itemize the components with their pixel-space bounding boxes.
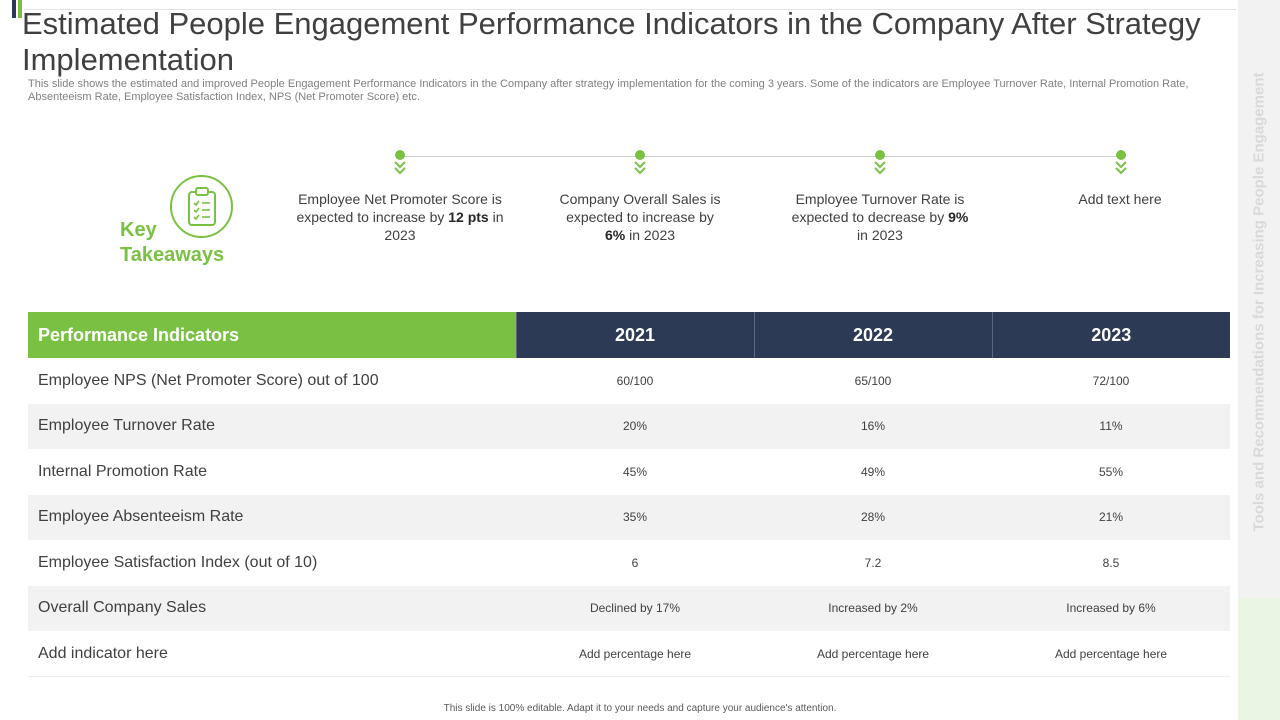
value-2022: 28%: [754, 494, 992, 540]
value-2022: Add percentage here: [754, 631, 992, 677]
indicator-name: Employee NPS (Net Promoter Score) out of…: [38, 371, 379, 389]
timeline-dot: [395, 150, 405, 160]
takeaway-text: in 2023: [625, 227, 676, 243]
table-row: Employee NPS (Net Promoter Score) out of…: [28, 358, 1230, 404]
table-header-row: Performance Indicators 2021 2022 2023: [28, 312, 1230, 358]
table-row: Employee Absenteeism Rate 35% 28% 21%: [28, 494, 1230, 540]
timeline-marker: [873, 150, 887, 178]
timeline-dot: [635, 150, 645, 160]
takeaway-sales: Company Overall Sales is expected to inc…: [530, 190, 750, 244]
indicator-name: Overall Company Sales: [28, 585, 516, 631]
indicator-name: Add indicator here: [28, 631, 516, 677]
takeaway-text: Add text here: [1078, 191, 1162, 207]
takeaway-nps: Employee Net Promoter Score is expected …: [290, 190, 510, 244]
takeaway-text: Company Overall Sales is expected to inc…: [559, 191, 721, 225]
value-2023: 11%: [992, 403, 1230, 449]
value-2021: 20%: [516, 403, 754, 449]
takeaway-highlight: pts: [467, 209, 489, 225]
indicator-name: Internal Promotion Rate: [38, 462, 207, 480]
timeline-marker: [393, 150, 407, 178]
value-2023: 55%: [1098, 464, 1124, 479]
value-2021: Add percentage here: [516, 631, 754, 677]
side-panel-label: Tools and Recommendations for Increasing…: [1250, 72, 1268, 532]
timeline-marker: [1114, 150, 1128, 178]
takeaway-highlight: 6%: [604, 227, 626, 243]
page-title: Estimated People Engagement Performance …: [22, 6, 1201, 77]
value-2021: 35%: [516, 494, 754, 540]
takeaway-text: in 2023: [384, 209, 504, 243]
table-row: Internal Promotion Rate 45% 49% 55%: [28, 449, 1230, 495]
header-indicators: Performance Indicators: [28, 312, 516, 358]
value-2021: 45%: [622, 464, 648, 479]
header-2023: 2023: [991, 312, 1230, 358]
table-row: Employee Satisfaction Index (out of 10) …: [28, 540, 1230, 586]
header-2022: 2022: [753, 312, 992, 358]
accent-bar-navy: [12, 0, 16, 18]
footer-note: This slide is 100% editable. Adapt it to…: [443, 703, 837, 714]
takeaway-text: Employee Net Promoter Score is expected …: [296, 191, 502, 225]
value-2023: 72/100: [1092, 373, 1130, 388]
side-panel-highlight: [1238, 598, 1280, 720]
timeline-dot: [1116, 150, 1126, 160]
value-2021: 6: [631, 555, 639, 570]
page-subtitle: This slide shows the estimated and impro…: [28, 78, 1189, 103]
key-takeaways-label-line2: Takeaways: [120, 244, 225, 266]
performance-table: Performance Indicators 2021 2022 2023 Em…: [28, 312, 1230, 677]
value-2022: 65/100: [854, 373, 892, 388]
value-2023: 8.5: [1102, 555, 1120, 570]
timeline-dot: [875, 150, 885, 160]
table-row: Add indicator here Add percentage here A…: [28, 631, 1230, 677]
key-takeaways-label-line1: Key: [120, 219, 157, 241]
indicator-name: Employee Absenteeism Rate: [28, 494, 516, 540]
header-2021: 2021: [515, 312, 754, 358]
takeaway-highlight: 12: [448, 209, 464, 225]
value-2021: Declined by 17%: [516, 585, 754, 631]
clipboard-checklist-icon: [188, 187, 216, 226]
value-2022: 16%: [754, 403, 992, 449]
value-2022: 49%: [860, 464, 886, 479]
takeaway-placeholder: Add text here: [1010, 190, 1230, 208]
takeaway-text: in 2023: [857, 227, 903, 243]
value-2021: 60/100: [616, 373, 654, 388]
table-row: Overall Company Sales Declined by 17% In…: [28, 585, 1230, 631]
timeline-marker: [633, 150, 647, 178]
key-takeaways-badge: [170, 175, 233, 238]
indicator-name: Employee Satisfaction Index (out of 10): [38, 553, 318, 571]
value-2023: Add percentage here: [992, 631, 1230, 677]
timeline-line: [400, 156, 1122, 157]
double-chevron-down-icon: [634, 161, 646, 175]
double-chevron-down-icon: [874, 161, 886, 175]
takeaway-text: Employee Turnover Rate is expected to de…: [791, 191, 965, 225]
takeaway-turnover: Employee Turnover Rate is expected to de…: [770, 190, 990, 244]
value-2023: Increased by 6%: [992, 585, 1230, 631]
double-chevron-down-icon: [394, 161, 406, 175]
key-takeaways-label: Key Takeaways: [120, 218, 260, 268]
takeaway-highlight: 9%: [948, 209, 969, 225]
value-2022: Increased by 2%: [754, 585, 992, 631]
value-2023: 21%: [992, 494, 1230, 540]
accent-bar-green: [18, 0, 22, 18]
value-2022: 7.2: [864, 555, 882, 570]
table-row: Employee Turnover Rate 20% 16% 11%: [28, 403, 1230, 449]
indicator-name: Employee Turnover Rate: [28, 403, 516, 449]
double-chevron-down-icon: [1115, 161, 1127, 175]
top-divider: [24, 9, 1236, 10]
